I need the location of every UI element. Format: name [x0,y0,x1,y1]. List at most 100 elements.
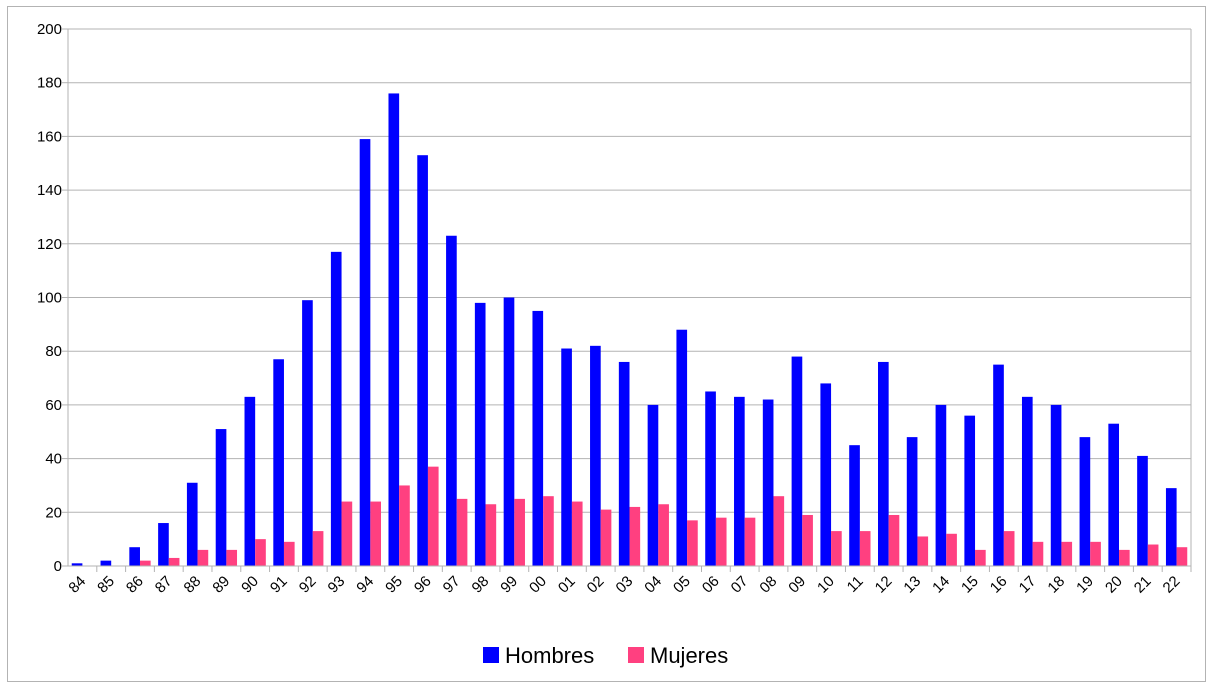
bar-hombres-98 [474,302,486,566]
bar-hombres-10 [820,383,832,566]
legend-swatch-hombres [483,647,499,663]
x-tick-label: 99 [497,573,521,597]
bar-hombres-96 [417,155,428,566]
bar-hombres-95 [388,93,400,566]
x-tick-label: 04 [641,573,665,597]
bar-mujeres-21 [1147,544,1159,566]
bar-hombres-01 [561,348,572,566]
x-tick-label: 93 [325,573,349,597]
legend: Hombres Mujeres [483,643,728,668]
y-tick-label: 160 [37,128,62,145]
bar-hombres-11 [849,445,860,566]
x-tick-label: 14 [929,573,953,597]
x-tick-label: 16 [987,573,1011,597]
bar-hombres-97 [446,235,457,566]
x-tick-label: 90 [238,573,262,597]
bar-hombres-07 [734,396,745,566]
y-tick-label: 200 [37,21,62,38]
bar-mujeres-96 [427,466,439,566]
y-axis-ticks: 0 20 40 60 80 100 120 140 160 180 200 [37,21,62,575]
x-tick-label: 95 [382,573,406,597]
y-tick-label: 100 [37,290,62,307]
bar-mujeres-15 [975,549,986,566]
y-tick-label: 180 [37,75,62,92]
axes [62,28,1192,572]
bar-mujeres-90 [255,539,266,566]
x-tick-label: 00 [526,573,550,597]
bar-hombres-85 [100,560,112,566]
bar-mujeres-89 [226,549,238,566]
bar-hombres-89 [215,429,227,566]
bar-mujeres-08 [773,496,785,566]
y-tick-label: 0 [54,558,62,575]
x-tick-label: 86 [123,573,147,597]
x-tick-label: 92 [296,573,320,597]
x-tick-label: 97 [440,573,464,597]
x-tick-label: 84 [65,573,89,597]
bar-mujeres-09 [802,514,813,566]
bar-hombres-02 [590,345,601,566]
bar-hombres-99 [503,297,515,566]
x-tick-label: 96 [411,573,435,597]
bar-mujeres-03 [629,506,641,566]
x-tick-label: 17 [1016,573,1040,597]
bar-mujeres-02 [600,509,612,566]
x-tick-label: 87 [152,573,176,597]
bar-hombres-91 [273,359,284,566]
y-tick-label: 80 [45,343,62,360]
x-tick-label: 10 [814,573,838,597]
legend-swatch-mujeres [628,647,644,663]
bar-mujeres-11 [859,531,871,566]
bar-hombres-15 [964,415,976,566]
x-tick-label: 11 [844,573,867,596]
y-tick-label: 60 [45,397,62,414]
bar-hombres-21 [1137,455,1148,566]
bar-mujeres-13 [917,536,929,566]
x-axis-ticks: 84 85 86 87 88 89 90 91 92 93 94 95 96 97 98 99 00 01 02 03… [65,573,1183,597]
x-tick-label: 08 [756,573,780,597]
bar-hombres-06 [705,391,716,566]
bar-hombres-87 [158,523,169,566]
bar-hombres-86 [129,547,140,566]
bar-mujeres-17 [1032,541,1044,566]
x-tick-label: 18 [1044,573,1068,597]
bar-mujeres-91 [283,541,295,566]
y-tick-label: 120 [37,236,62,253]
bar-hombres-16 [993,364,1004,566]
x-tick-label: 02 [584,573,608,597]
x-tick-label: 85 [94,573,118,597]
x-tick-label: 05 [670,573,694,597]
bar-mujeres-94 [370,501,382,566]
bar-hombres-14 [935,404,947,566]
x-tick-label: 91 [267,573,291,597]
bar-hombres-09 [791,356,803,566]
bar-hombres-05 [676,329,688,566]
bar-mujeres-10 [831,531,842,566]
bar-mujeres-20 [1119,549,1130,566]
bar-mujeres-22 [1176,547,1188,566]
x-tick-label: 15 [958,573,982,597]
bar-mujeres-04 [658,504,669,566]
legend-label-hombres: Hombres [505,643,594,668]
legend-label-mujeres: Mujeres [650,643,728,668]
bar-mujeres-07 [744,517,756,566]
x-tick-label: 94 [353,573,377,597]
bar-hombres-20 [1108,423,1120,566]
x-tick-label: 19 [1073,573,1097,597]
bar-mujeres-92 [312,531,324,566]
bar-mujeres-88 [197,549,209,566]
bar-mujeres-06 [715,517,727,566]
bar-hombres-00 [532,310,544,566]
bar-hombres-94 [359,139,371,566]
x-tick-label: 09 [785,573,809,597]
bar-mujeres-87 [168,557,180,566]
y-tick-label: 20 [45,504,62,521]
x-tick-label: 03 [613,573,637,597]
bar-mujeres-05 [687,520,698,566]
bar-hombres-88 [186,482,198,566]
bars [71,93,1188,567]
x-tick-label: 07 [728,573,752,597]
bar-hombres-12 [877,361,889,566]
x-tick-label: 21 [1131,573,1155,597]
